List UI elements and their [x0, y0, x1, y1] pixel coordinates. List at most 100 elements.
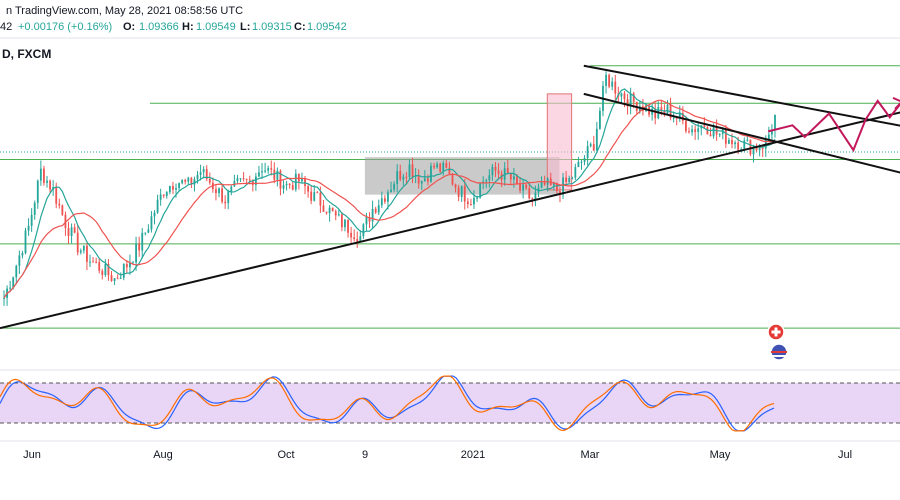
candle-body	[371, 208, 374, 222]
candle-body	[516, 176, 518, 184]
candle-body	[688, 131, 690, 133]
candle-body	[138, 243, 141, 251]
candle-body	[724, 129, 727, 144]
candle-body	[353, 237, 356, 239]
candle-body	[73, 227, 76, 233]
candle-body	[270, 168, 273, 170]
candle-body	[362, 224, 365, 237]
candle-body	[344, 219, 346, 228]
candle-body	[258, 172, 260, 177]
candle-body	[672, 117, 675, 119]
candle-body	[184, 179, 187, 182]
candle-body	[586, 146, 589, 159]
candle-body	[276, 170, 279, 180]
candle-body	[605, 74, 607, 86]
candle-body	[448, 167, 451, 174]
us-flag-icon	[770, 343, 788, 361]
candle-body	[709, 134, 712, 137]
candle-body	[33, 202, 36, 215]
candle-body	[135, 243, 138, 263]
candle-body	[101, 270, 104, 276]
candle-body	[402, 176, 405, 180]
candle-body	[712, 127, 715, 137]
candle-body	[316, 192, 319, 194]
candle-body	[236, 178, 239, 182]
candle-body	[592, 144, 595, 151]
candle-body	[119, 277, 122, 279]
candle-body	[519, 183, 521, 191]
candle-body	[205, 169, 208, 180]
candle-body	[24, 230, 27, 254]
candle-body	[328, 207, 331, 214]
candle-body	[383, 198, 386, 202]
candle-body	[675, 117, 678, 119]
candle-body	[331, 207, 334, 212]
candle-body	[479, 183, 482, 198]
header-high-value: 1.09549	[196, 21, 236, 33]
candle-body	[147, 229, 150, 233]
header-prefix: 42	[0, 21, 12, 33]
x-tick-0: Jun	[23, 449, 41, 461]
candle-body	[310, 191, 313, 201]
candle-body	[350, 232, 353, 238]
candle-body	[463, 186, 466, 202]
candle-body	[445, 162, 448, 168]
candle-body	[752, 147, 755, 155]
trendlines	[0, 64, 900, 330]
candle-body	[245, 178, 248, 180]
candle-body	[153, 212, 156, 217]
candle-body	[61, 205, 64, 215]
candle-body	[580, 161, 583, 163]
candle-body	[181, 179, 184, 184]
candle-body	[18, 255, 21, 266]
candle-body	[663, 111, 666, 114]
candle-body	[571, 177, 574, 179]
candle-body	[749, 139, 752, 155]
projection-zigzag	[767, 96, 900, 153]
candle-body	[313, 192, 316, 201]
candle-body	[559, 190, 561, 195]
candle-body	[141, 232, 144, 251]
candle-body	[681, 113, 684, 121]
candle-body	[525, 184, 528, 189]
candle-body	[417, 175, 420, 184]
candle-body	[159, 194, 162, 200]
candle-body	[356, 238, 359, 243]
candle-body	[122, 263, 125, 278]
candle-body	[387, 192, 389, 202]
candle-body	[89, 261, 91, 263]
candle-body	[451, 173, 454, 185]
candle-body	[583, 158, 586, 162]
candle-body	[208, 179, 211, 183]
x-tick-4: 2021	[461, 449, 485, 461]
candle-body	[30, 214, 33, 226]
candle-body	[374, 208, 377, 213]
candle-body	[623, 93, 626, 100]
candle-body	[426, 178, 429, 182]
candle-body	[761, 147, 764, 149]
candle-body	[12, 277, 15, 288]
candle-body	[512, 176, 515, 180]
candle-body	[36, 180, 39, 203]
candle-body	[254, 176, 257, 185]
candle-body	[168, 186, 171, 193]
candle-body	[473, 197, 475, 205]
candle-body	[737, 142, 740, 150]
candle-body	[27, 225, 30, 231]
candle-body	[528, 188, 531, 199]
candle-body	[150, 216, 153, 230]
candle-body	[242, 178, 245, 180]
candle-body	[359, 236, 362, 243]
candle-body	[574, 167, 577, 178]
rising-support-line	[0, 111, 900, 330]
candle-body	[494, 166, 497, 171]
symbol-label: D, FXCM	[2, 47, 51, 61]
stoch-d-line	[0, 375, 775, 432]
candle-body	[9, 287, 12, 289]
candle-body	[230, 186, 233, 192]
header-open-label: O:	[123, 21, 135, 33]
candle-body	[162, 194, 165, 196]
candle-body	[248, 179, 251, 181]
